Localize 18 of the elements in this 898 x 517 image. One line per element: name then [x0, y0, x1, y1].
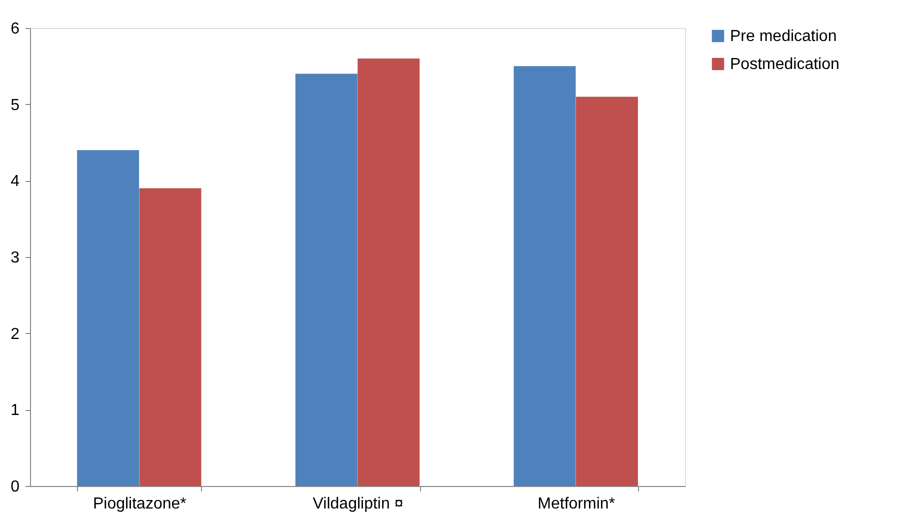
y-tick-label: 5 [10, 96, 20, 114]
bar [358, 58, 420, 486]
bar [139, 188, 202, 486]
y-tick-label: 4 [10, 173, 20, 190]
y-tick-label: 6 [10, 20, 20, 38]
x-tick-label: Metformin* [538, 496, 616, 512]
bar [576, 96, 638, 486]
x-tick-label: Pioglitazone* [92, 496, 186, 512]
x-tick-label: Vildagliptin ¤ [312, 496, 404, 512]
bar [295, 74, 358, 486]
y-tick-label: 1 [10, 402, 20, 420]
legend-label: Pre medication [730, 28, 837, 45]
bar [77, 150, 140, 486]
bar [514, 66, 576, 486]
y-tick-label: 2 [10, 326, 20, 343]
legend-label: Postmedication [730, 56, 840, 73]
y-tick-label: 0 [10, 478, 20, 496]
y-tick-label: 3 [10, 250, 20, 266]
